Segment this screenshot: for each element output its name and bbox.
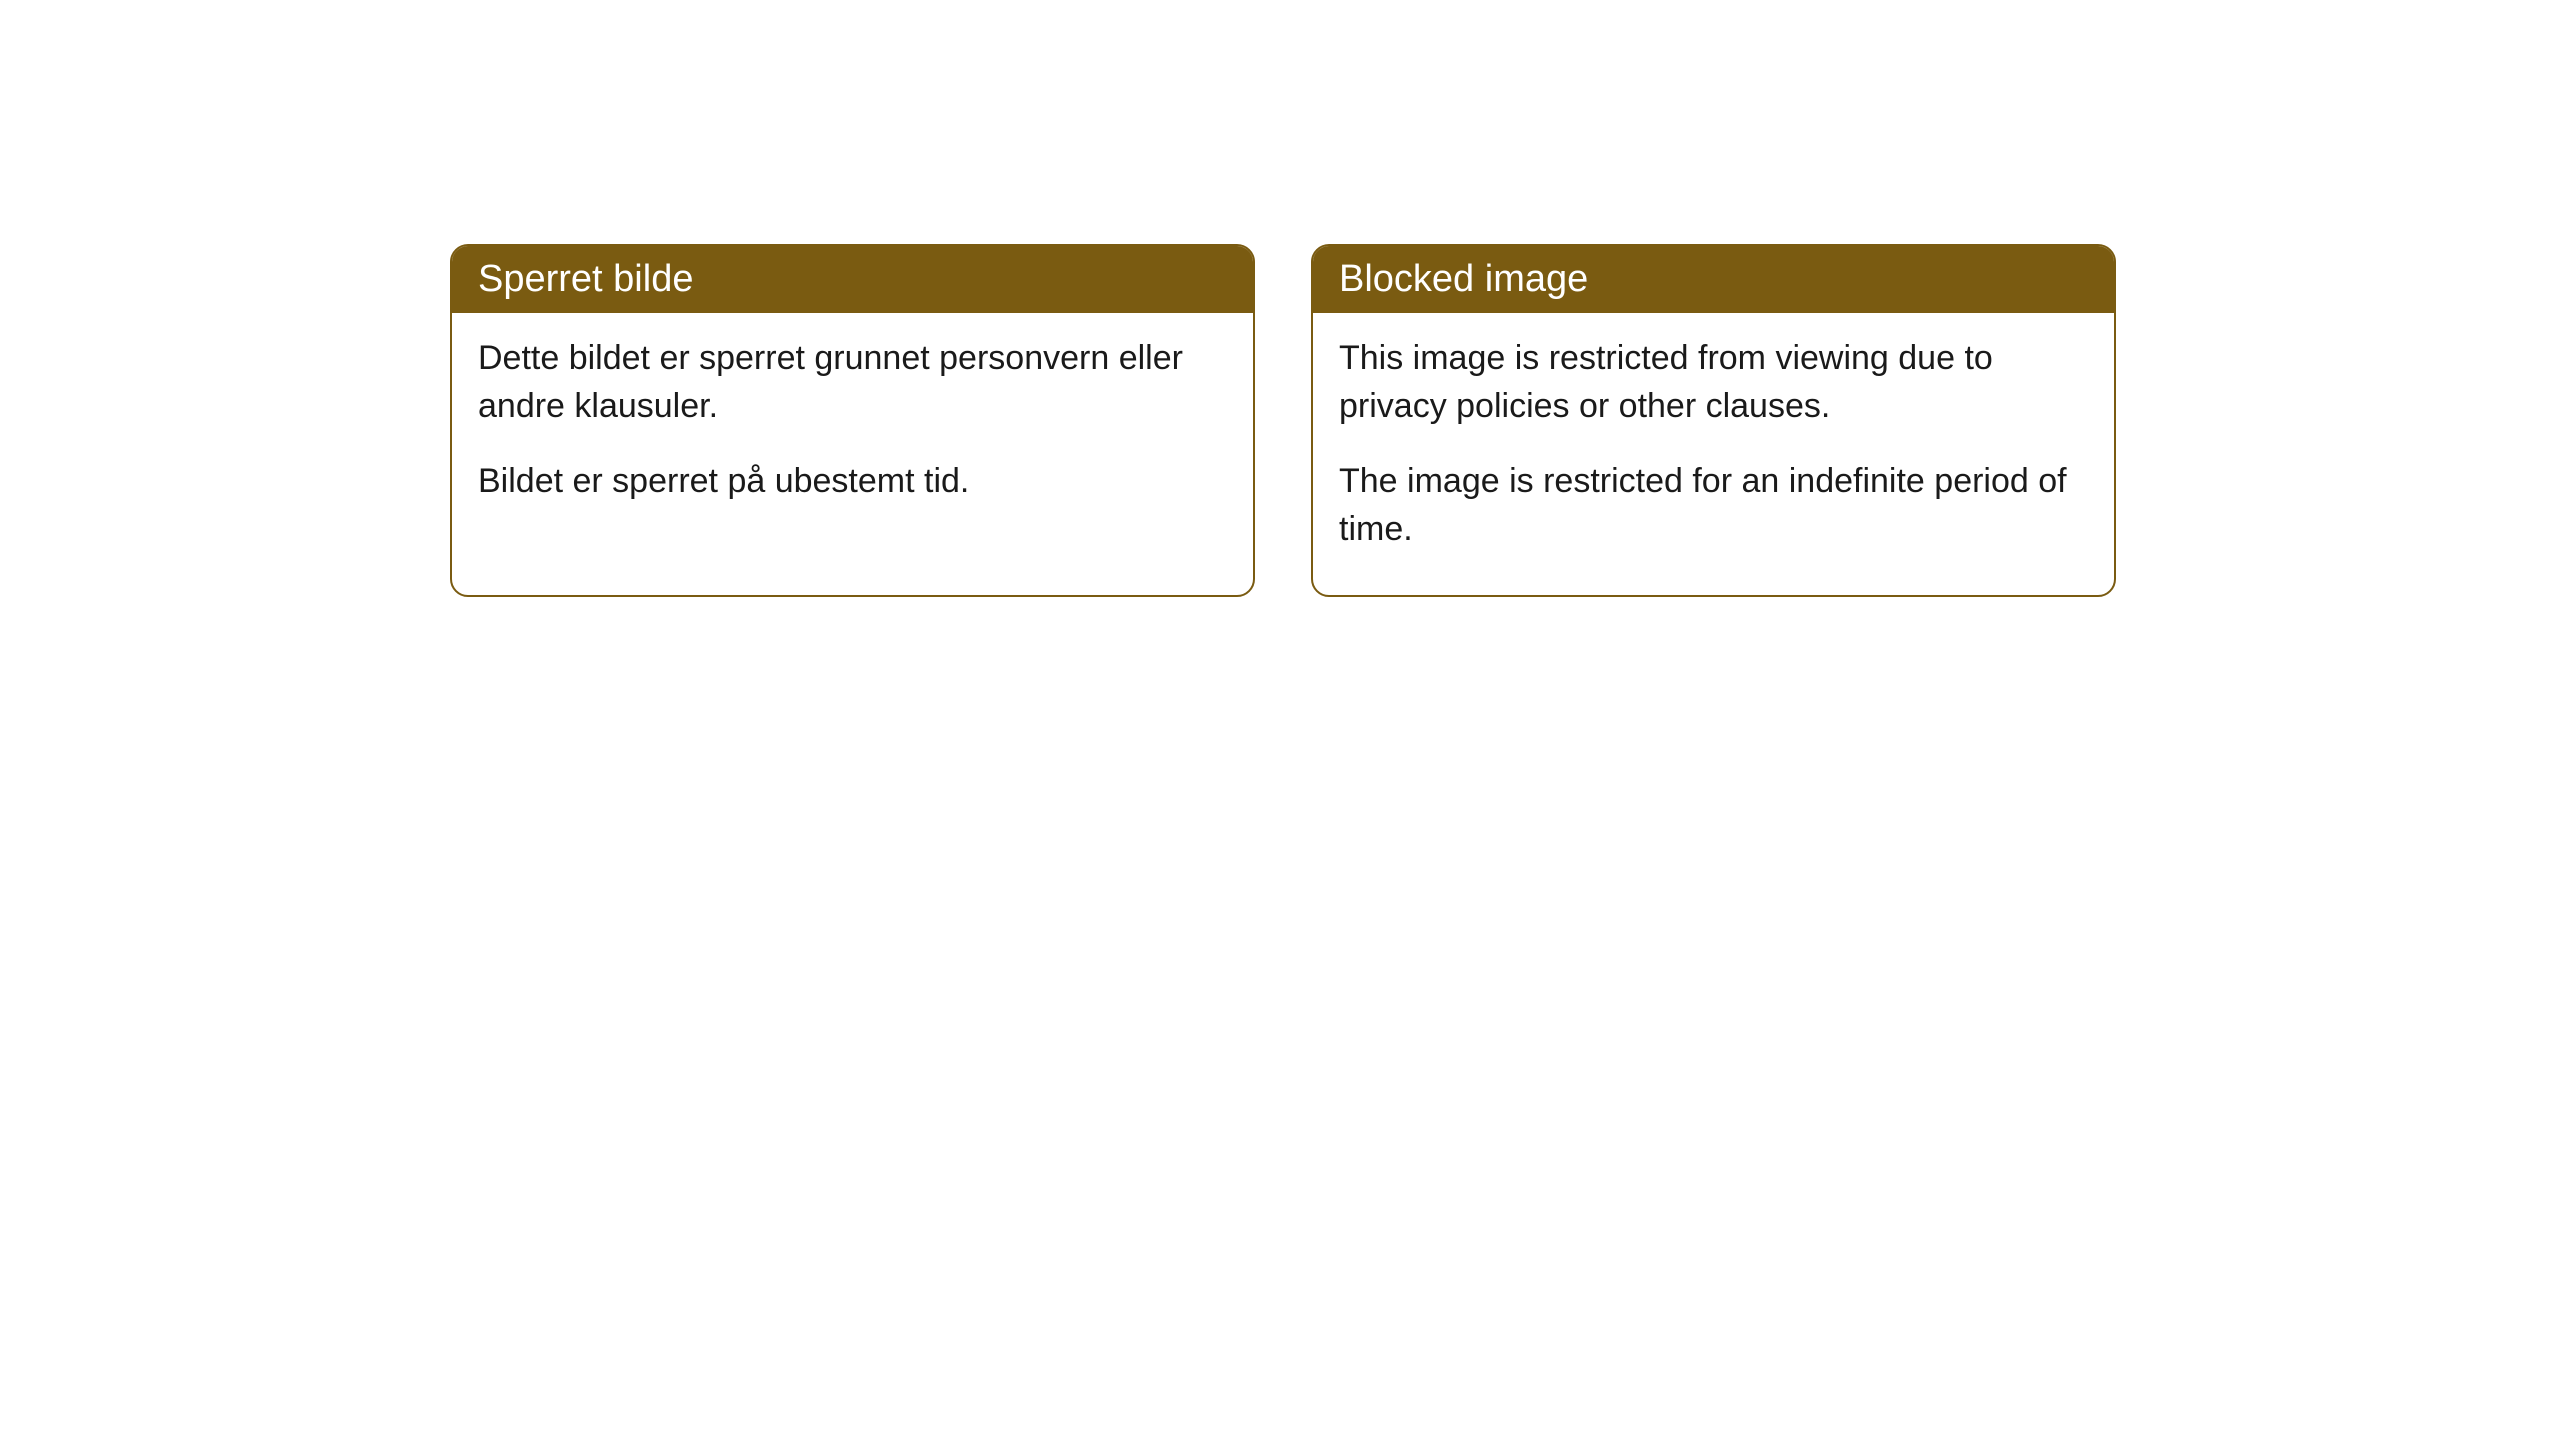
notice-cards-container: Sperret bilde Dette bildet er sperret gr… [450,244,2116,597]
card-paragraph: Dette bildet er sperret grunnet personve… [478,335,1227,430]
card-header: Sperret bilde [452,246,1253,313]
card-body: This image is restricted from viewing du… [1313,313,2114,595]
card-header: Blocked image [1313,246,2114,313]
card-body: Dette bildet er sperret grunnet personve… [452,313,1253,548]
blocked-image-card-english: Blocked image This image is restricted f… [1311,244,2116,597]
card-title: Blocked image [1339,258,1588,300]
card-paragraph: The image is restricted for an indefinit… [1339,458,2088,553]
card-title: Sperret bilde [478,258,693,300]
blocked-image-card-norwegian: Sperret bilde Dette bildet er sperret gr… [450,244,1255,597]
card-paragraph: Bildet er sperret på ubestemt tid. [478,458,1227,506]
card-paragraph: This image is restricted from viewing du… [1339,335,2088,430]
